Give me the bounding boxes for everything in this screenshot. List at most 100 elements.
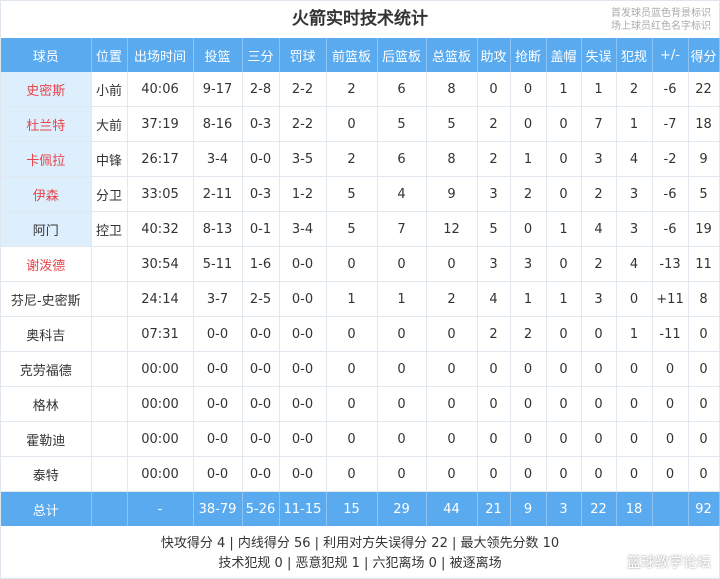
stat-cell: 0 [326,386,378,422]
stat-cell: 0 [426,456,478,492]
stat-cell: 3-5 [279,141,327,177]
stat-cell: 0-0 [193,421,243,457]
stat-cell: 0-0 [242,316,280,352]
column-header: 后篮板 [377,38,427,72]
player-name: 阿门 [1,211,92,247]
column-header: 球员 [1,38,92,72]
stat-cell: 0 [510,211,547,247]
player-name: 格林 [1,386,92,422]
stat-cell: 2 [326,141,378,177]
stat-cell: 0 [377,316,427,352]
column-header: +/- [652,38,689,72]
total-cell [652,491,689,526]
total-cell: 5-26 [242,491,280,526]
stat-cell: 0-0 [242,421,280,457]
stat-cell: 3-4 [193,141,243,177]
stat-cell: 0 [377,421,427,457]
stat-cell: 2 [510,176,547,212]
stat-cell: 0-0 [242,456,280,492]
stat-cell: 0 [616,351,653,387]
stat-cell: 3 [616,211,653,247]
stat-cell: 2-5 [242,281,280,317]
stat-cell: 2 [426,281,478,317]
total-cell: 18 [616,491,653,526]
player-name: 卡佩拉 [1,141,92,177]
stat-cell: 3 [510,246,547,282]
stat-cell: -6 [652,72,689,107]
stat-cell: 0-0 [242,141,280,177]
player-name: 谢泼德 [1,246,92,282]
stat-cell [91,456,128,492]
player-row: 霍勒迪 00:00 0-0 0-0 0-0 0 0 0 0 0 0 0 0 0 0 [1,421,720,457]
player-row: 奥科吉 07:31 0-0 0-0 0-0 0 0 0 2 2 0 0 1 -11 0 [1,316,720,352]
stat-cell: 0 [510,386,547,422]
stat-cell: 0 [546,176,582,212]
stat-cell: 0 [477,456,511,492]
stat-cell: 5 [377,106,427,142]
stat-cell: 0 [652,386,689,422]
stat-cell: 1 [546,281,582,317]
total-cell: 15 [326,491,378,526]
stat-cell: 小前 [91,72,128,107]
legend-note: 首发球员蓝色背景标识 场上球员红色名字标识 [611,7,711,33]
stat-cell: 9-17 [193,72,243,107]
stat-cell: 12 [426,211,478,247]
stat-cell [91,246,128,282]
stat-cell: 2-11 [193,176,243,212]
stat-cell: 5 [426,106,478,142]
column-header: 罚球 [279,38,327,72]
stat-cell: -11 [652,316,689,352]
stat-cell: 4 [477,281,511,317]
player-row: 谢泼德 30:54 5-11 1-6 0-0 0 0 0 3 3 0 2 4 -13 11 [1,246,720,282]
player-row: 克劳福德 00:00 0-0 0-0 0-0 0 0 0 0 0 0 0 0 0 0 [1,351,720,387]
player-name: 泰特 [1,456,92,492]
stat-cell: 0 [377,386,427,422]
stat-cell: 0 [616,456,653,492]
stat-cell: 3-4 [279,211,327,247]
stat-cell: 0 [616,386,653,422]
player-name: 芬尼-史密斯 [1,281,92,317]
stat-cell: 0 [326,246,378,282]
stat-cell: 0-0 [279,316,327,352]
stat-cell: 0 [326,351,378,387]
stat-cell: 9 [426,176,478,212]
stat-cell: 0 [688,386,720,422]
stat-cell: 0 [546,456,582,492]
stat-cell: 0 [326,106,378,142]
stat-cell: 22 [688,72,720,107]
stat-cell: -6 [652,176,689,212]
stat-cell: +11 [652,281,689,317]
stat-cell: 2 [510,316,547,352]
player-row: 杜兰特 大前 37:19 8-16 0-3 2-2 0 5 5 2 0 0 7 1 -7 18 [1,106,720,142]
stat-cell: -2 [652,141,689,177]
stat-cell: 40:06 [127,72,194,107]
stat-cell: 8 [688,281,720,317]
stat-cell: 6 [377,141,427,177]
stat-cell: 0 [546,106,582,142]
stat-cell: 0 [426,316,478,352]
stat-cell: 4 [581,211,617,247]
total-cell: 9 [510,491,547,526]
on-court-note: 场上球员红色名字标识 [611,21,711,32]
stat-cell: 0 [510,351,547,387]
stat-cell: 0 [581,456,617,492]
stat-cell: -13 [652,246,689,282]
stat-cell: 3 [477,176,511,212]
stat-cell: 11 [688,246,720,282]
stat-cell: 0 [581,421,617,457]
stat-cell: 0 [477,421,511,457]
stat-cell: 0-0 [242,386,280,422]
stat-cell: 0 [477,72,511,107]
summary-line-2: 技术犯规 0 | 恶意犯规 1 | 六犯离场 0 | 被逐离场 [218,556,502,571]
stat-cell [91,351,128,387]
stat-cell: -7 [652,106,689,142]
page-title: 火箭实时技术统计 [292,9,428,29]
total-cell: 44 [426,491,478,526]
stat-cell: 1 [326,281,378,317]
stat-cell: 0 [426,386,478,422]
player-row: 伊森 分卫 33:05 2-11 0-3 1-2 5 4 9 3 2 0 2 3 -6 5 [1,176,720,212]
stat-cell: 0 [581,386,617,422]
stat-cell: 0-3 [242,106,280,142]
stat-cell: 8-13 [193,211,243,247]
stat-cell: 0 [652,351,689,387]
